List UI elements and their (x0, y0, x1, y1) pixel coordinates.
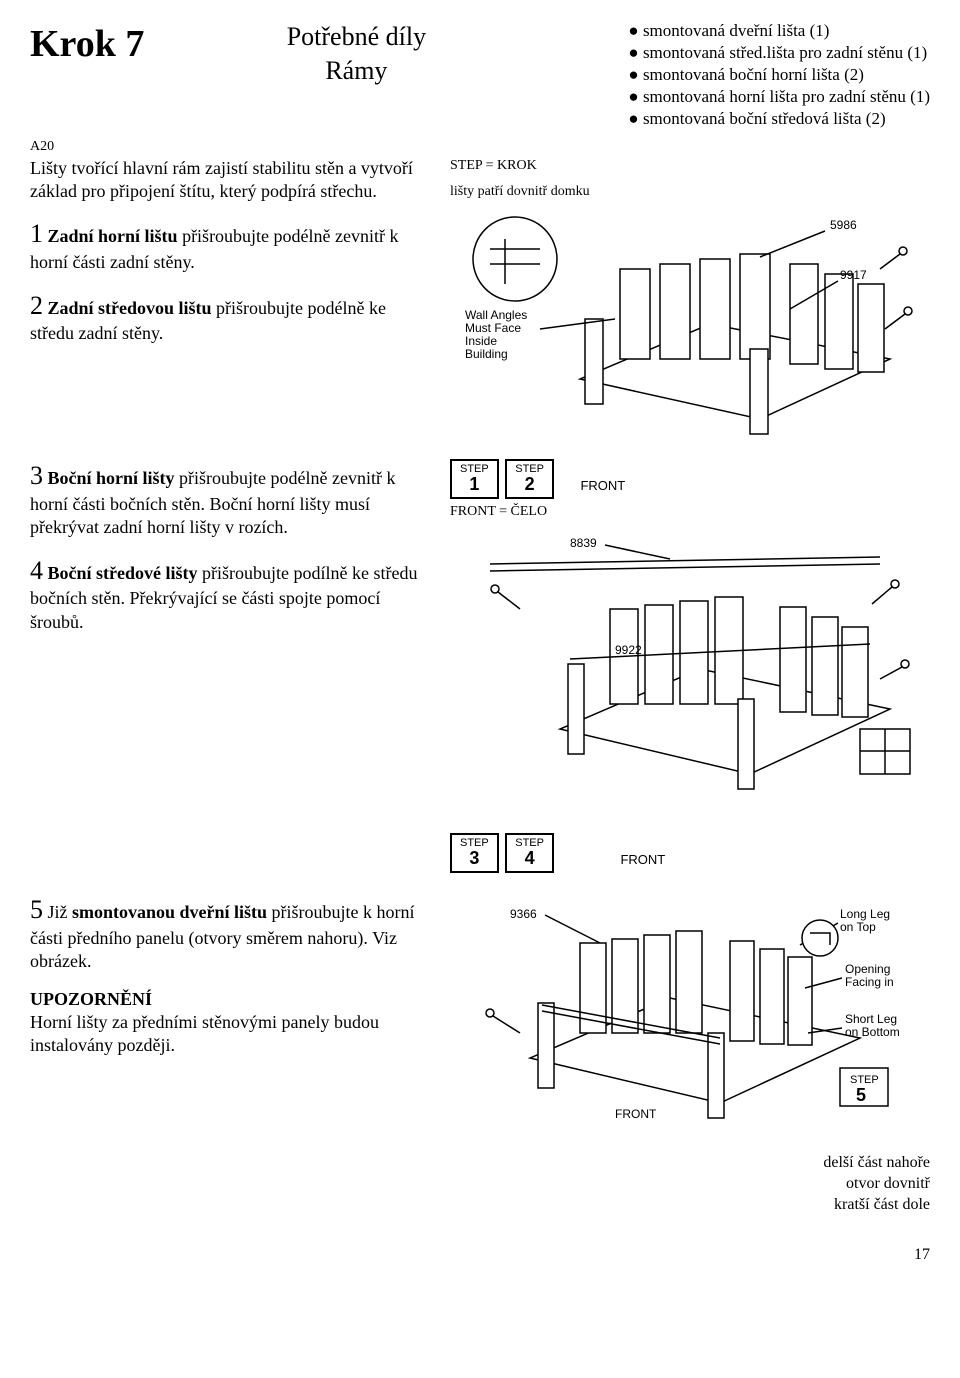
n8839: 8839 (570, 536, 597, 550)
warning-title: UPOZORNĚNÍ (30, 989, 152, 1009)
step-box-1: STEP1 (450, 459, 499, 499)
step-bold: smontovanou dveřní lištu (72, 902, 267, 922)
svg-text:Inside: Inside (465, 334, 497, 348)
step-boxes-34: STEP3 STEP4 FRONT (450, 833, 930, 873)
parts-list: smontovaná dveřní lišta (1) smontovaná s… (628, 20, 930, 130)
page-number: 17 (30, 1245, 930, 1266)
intro-text: Lišty tvořící hlavní rám zajistí stabili… (30, 157, 430, 204)
svg-text:on Bottom: on Bottom (845, 1025, 900, 1039)
step-pre: Již (48, 902, 73, 922)
step-krok-note: STEP = KROK (450, 157, 930, 175)
step-bold: Boční středové lišty (48, 563, 198, 583)
a20-label: A20 (30, 138, 930, 156)
step-box-2: STEP2 (505, 459, 554, 499)
figure-3: 9366 (450, 893, 930, 1123)
step-num: 2 (30, 291, 43, 320)
figure-2: 8839 9922 (450, 529, 930, 829)
listy-note: lišty patří dovnitř domku (450, 183, 930, 201)
part-item: smontovaná boční horní lišta (2) (628, 64, 930, 86)
note-line: delší část nahoře (30, 1153, 930, 1174)
svg-text:Long Leg: Long Leg (840, 907, 890, 921)
n9366: 9366 (510, 907, 537, 921)
svg-text:5: 5 (856, 1085, 866, 1105)
n9917: 9917 (840, 268, 867, 282)
part-item: smontovaná dveřní lišta (1) (628, 20, 930, 42)
step-box-4: STEP4 (505, 833, 554, 873)
note-line: otvor dovnitř (30, 1174, 930, 1195)
step-2: 2 Zadní středovou lištu přišroubujte pod… (30, 289, 430, 346)
step-bold: Zadní horní lištu (48, 226, 178, 246)
step-5: 5 Již smontovanou dveřní lištu přišroubu… (30, 893, 430, 974)
note-line: kratší část dole (30, 1195, 930, 1216)
warning-text: Horní lišty za předními stěnovými panely… (30, 1012, 379, 1055)
step-box-3: STEP3 (450, 833, 499, 873)
section-1: Lišty tvořící hlavní rám zajistí stabili… (30, 157, 930, 439)
step-4: 4 Boční středové lišty přišroubujte podí… (30, 554, 430, 635)
n5986: 5986 (830, 218, 857, 232)
step-num: 4 (30, 556, 43, 585)
section-3: 5 Již smontovanou dveřní lištu přišroubu… (30, 893, 930, 1123)
header-center: Potřebné díly Rámy (287, 20, 426, 130)
step-num: 3 (30, 461, 43, 490)
svg-text:Building: Building (465, 347, 508, 361)
front-label: FRONT (620, 852, 665, 867)
n9922: 9922 (615, 643, 642, 657)
step-bold: Boční horní lišty (48, 468, 175, 488)
step-3: 3 Boční horní lišty přišroubujte podélně… (30, 459, 430, 540)
page-header: Krok 7 Potřebné díly Rámy smontovaná dve… (30, 20, 930, 130)
front-celo: FRONT = ČELO (450, 503, 930, 521)
part-item: smontovaná boční středová lišta (2) (628, 108, 930, 130)
section-2: 3 Boční horní lišty přišroubujte podélně… (30, 459, 930, 873)
center-line-2: Rámy (287, 54, 426, 88)
step-bold: Zadní středovou lištu (48, 298, 212, 318)
step-1: 1 Zadní horní lištu přišroubujte podélně… (30, 217, 430, 274)
svg-text:Must Face: Must Face (465, 321, 521, 335)
step-boxes-12: STEP1 STEP2 FRONT (450, 459, 930, 499)
svg-text:Short Leg: Short Leg (845, 1012, 897, 1026)
warning: UPOZORNĚNÍ Horní lišty za předními stěno… (30, 988, 430, 1058)
step-num: 5 (30, 895, 43, 924)
part-item: smontovaná horní lišta pro zadní stěnu (… (628, 86, 930, 108)
figure-1: Wall Angles Must Face Inside Building 59… (450, 209, 930, 439)
front-label: FRONT (615, 1107, 657, 1121)
center-line-1: Potřebné díly (287, 20, 426, 54)
bottom-notes: delší část nahoře otvor dovnitř kratší č… (30, 1153, 930, 1215)
svg-text:Opening: Opening (845, 962, 890, 976)
svg-text:Facing in: Facing in (845, 975, 894, 989)
front-label: FRONT (580, 478, 625, 493)
part-item: smontovaná střed.lišta pro zadní stěnu (… (628, 42, 930, 64)
step-num: 1 (30, 219, 43, 248)
step-title: Krok 7 (30, 20, 144, 69)
wall-angles-text: Wall Angles (465, 308, 527, 322)
svg-text:on Top: on Top (840, 920, 876, 934)
